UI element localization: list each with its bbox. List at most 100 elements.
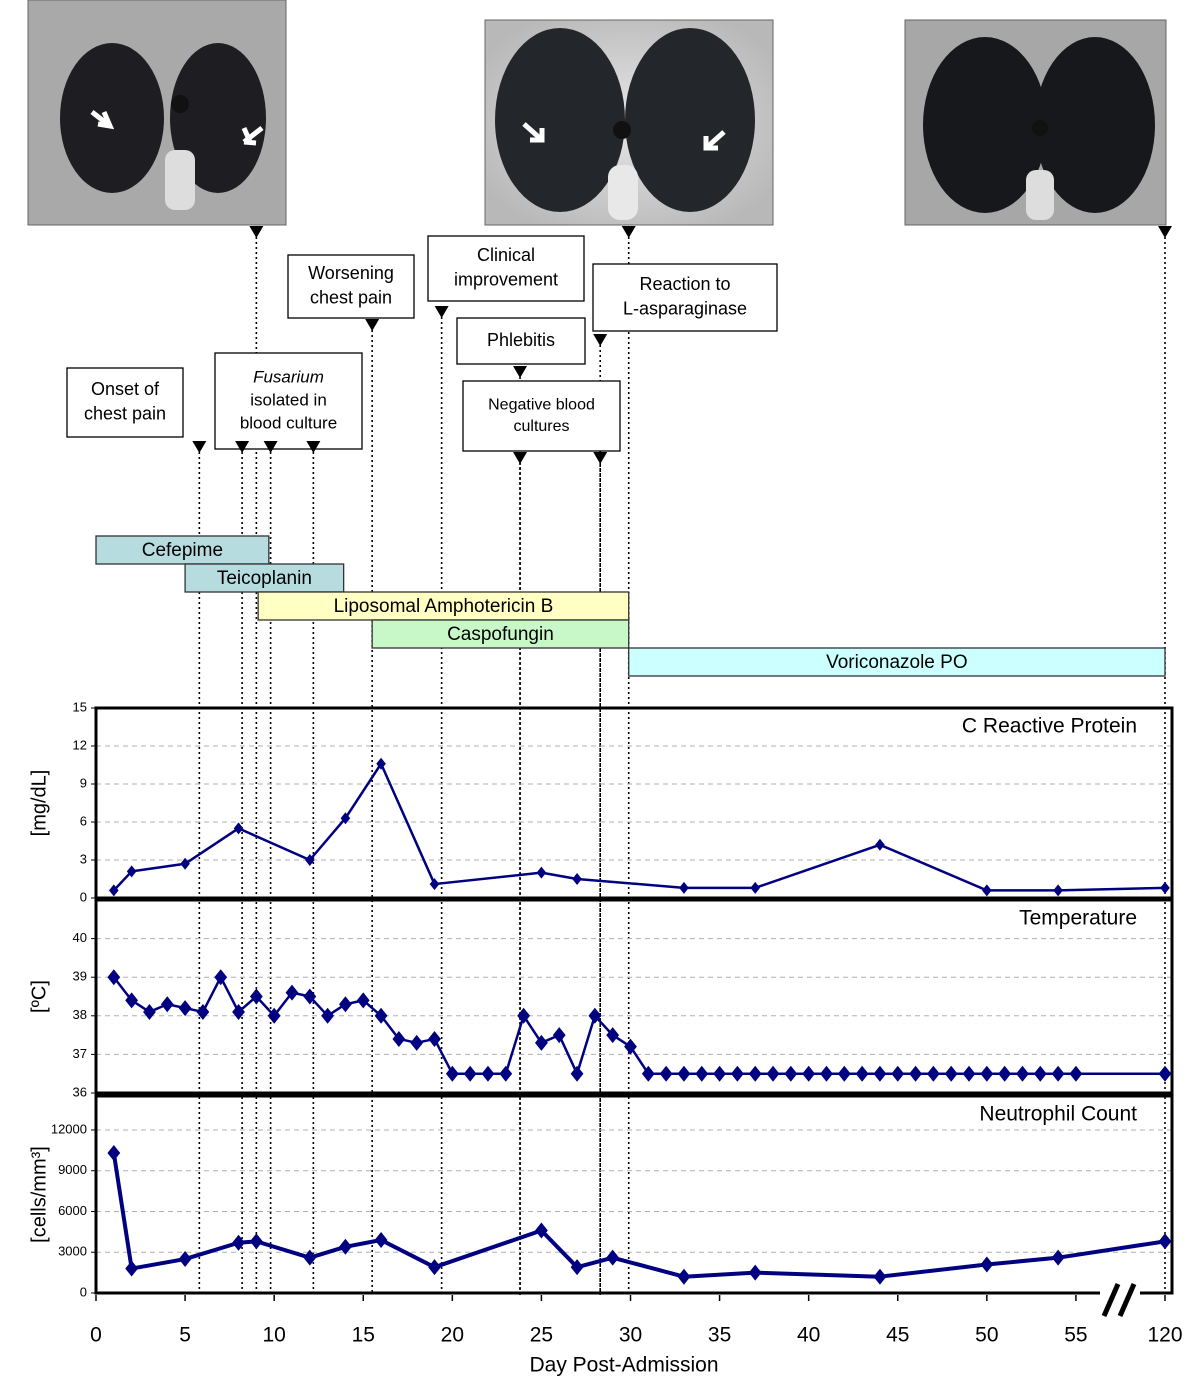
event-pointer (434, 306, 449, 318)
data-point (374, 1232, 388, 1249)
data-point (1158, 1233, 1172, 1250)
data-point (143, 1003, 156, 1020)
event-label: improvement (454, 269, 558, 289)
data-point (126, 865, 137, 878)
data-line (112, 762, 1166, 892)
event-pointer (593, 452, 608, 464)
data-point (980, 1065, 994, 1082)
data-point (535, 1222, 548, 1239)
event-pointer (192, 441, 207, 453)
y-tick-label: 38 (73, 1007, 87, 1022)
data-point (160, 996, 174, 1013)
data-point (1069, 1065, 1083, 1082)
data-point (873, 1065, 887, 1082)
data-point (606, 1027, 620, 1044)
data-point (463, 1065, 477, 1082)
data-point (891, 1065, 905, 1082)
y-tick-label: 3 (80, 851, 87, 866)
panel-frame (94, 1094, 1174, 1295)
drug-bar (257, 591, 630, 621)
data-point (374, 1007, 388, 1024)
data-point (766, 1065, 780, 1082)
event-label: chest pain (84, 403, 166, 423)
data-point (428, 1259, 441, 1276)
axis-break (1100, 1282, 1140, 1319)
data-point (178, 1000, 192, 1017)
y-tick-label: 15 (73, 699, 87, 714)
y-tick-label: 6 (80, 813, 87, 828)
event-pointer (249, 226, 264, 238)
data-point (481, 1065, 495, 1082)
data-point (249, 1233, 263, 1250)
data-point (570, 1065, 584, 1082)
data-point (392, 1030, 406, 1047)
x-tick-label: 120 (1147, 1324, 1182, 1347)
data-point (909, 1065, 922, 1082)
data-point (233, 822, 244, 835)
data-point (820, 1065, 833, 1082)
event-label: Worsening (308, 263, 394, 283)
event-box (214, 352, 363, 450)
x-tick-label: 35 (708, 1324, 731, 1347)
data-point (536, 866, 547, 879)
data-point (303, 1249, 317, 1266)
data-point (962, 1065, 976, 1082)
data-point (1051, 1249, 1065, 1266)
data-point (1033, 1065, 1047, 1082)
data-point (750, 881, 761, 894)
data-point (267, 1007, 281, 1024)
data-point (784, 1065, 798, 1082)
event-pointer (513, 366, 528, 378)
data-point (570, 1259, 584, 1276)
data-point (677, 1268, 691, 1285)
panel-frame (94, 898, 1174, 1095)
data-point (624, 1038, 637, 1055)
panel-title: Neutrophil Count (979, 1103, 1137, 1126)
data-point (731, 1065, 744, 1082)
data-point (339, 1238, 352, 1255)
x-tick-label: 50 (975, 1324, 998, 1347)
event-label: Negative blood (488, 396, 595, 413)
event-label: Fusarium (253, 368, 324, 387)
data-point (125, 992, 139, 1009)
data-point (178, 1251, 192, 1268)
data-point (356, 992, 370, 1009)
data-point (695, 1065, 709, 1082)
event-pointer (306, 441, 321, 453)
event-label: cultures (513, 418, 569, 435)
data-point (679, 881, 689, 894)
data-point (125, 1260, 139, 1277)
data-point (588, 1007, 602, 1024)
drug-bar (95, 535, 270, 565)
data-point (232, 1003, 245, 1020)
drug-label: Liposomal Amphotericin B (334, 596, 554, 617)
y-axis-label: [mg/dL] (28, 770, 50, 837)
drug-bar (371, 619, 630, 649)
y-axis-label: [cells/mm³] (28, 1146, 50, 1243)
data-point (677, 1065, 691, 1082)
data-point (982, 884, 992, 897)
data-point (196, 1003, 210, 1020)
data-point (321, 1007, 335, 1024)
data-point (232, 1234, 245, 1251)
data-point (980, 1256, 994, 1273)
y-axis-label: [ºC] (28, 980, 50, 1013)
data-point (376, 757, 386, 770)
ct-image (904, 19, 1167, 226)
x-tick-label: 5 (179, 1324, 191, 1347)
y-tick-label: 36 (73, 1084, 87, 1099)
panel-title: C Reactive Protein (962, 715, 1137, 738)
panel-title: Temperature (1019, 907, 1137, 930)
x-tick-label: 30 (619, 1324, 642, 1347)
event-label: Clinical (477, 245, 535, 265)
x-tick-label: 10 (262, 1324, 285, 1347)
data-point (606, 1249, 620, 1266)
event-pointer (1158, 226, 1172, 238)
data-point (109, 884, 119, 897)
data-line (111, 1152, 1166, 1279)
data-point (249, 988, 263, 1005)
event-pointer (621, 226, 636, 238)
event-pointer (513, 452, 528, 464)
data-point (214, 969, 228, 986)
drug-label: Cefepime (142, 540, 223, 561)
